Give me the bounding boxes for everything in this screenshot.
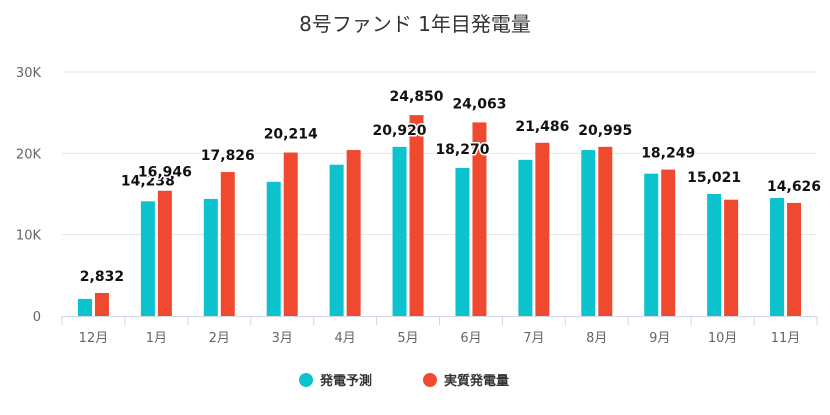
x-tick-label: 3月 [272,331,293,346]
y-tick-label: 10K [16,229,42,244]
y-axis-ticks: 0 10K 20K 30K [16,66,42,325]
bar-forecast[interactable] [329,164,344,316]
data-label: 17,826 [201,148,255,164]
data-label: 15,021 [687,170,741,186]
bar-actual[interactable] [724,199,739,316]
bar-forecast[interactable] [518,159,533,316]
x-tick-label: 9月 [649,331,670,346]
bar-actual[interactable] [409,115,424,317]
bar-forecast[interactable] [392,146,407,316]
legend-swatch [423,373,437,387]
bar-forecast[interactable] [644,173,659,316]
data-label: 20,214 [264,127,318,143]
data-label: 24,063 [452,96,506,112]
bar-forecast[interactable] [266,181,281,316]
legend-label: 実質発電量 [444,373,509,389]
x-tick-label: 6月 [460,331,481,346]
x-tick-label: 2月 [209,331,230,346]
y-tick-label: 0 [33,310,41,325]
data-label: 20,920 [373,123,427,139]
bar-forecast[interactable] [203,198,218,316]
bar-actual[interactable] [598,146,613,316]
bar-forecast[interactable] [770,198,785,316]
legend-item-actual[interactable]: 実質発電量 [423,373,509,389]
data-label: 18,270 [435,142,489,158]
chart-title: 8号ファンド 1年目発電量 [299,12,531,36]
x-tick-label: 10月 [708,331,738,346]
bar-actual[interactable] [220,172,235,316]
bar-actual[interactable] [94,292,109,316]
x-axis: 12月 1月 2月 3月 4月 5月 6月 7月 8月 9月 10月 11月 [61,316,818,346]
x-tick-label: 11月 [771,331,801,346]
data-label: 18,249 [641,146,695,162]
x-tick-label: 7月 [523,331,544,346]
legend-label: 発電予測 [319,373,372,389]
x-tick-label: 4月 [334,331,355,346]
y-tick-label: 30K [16,66,42,81]
data-label: 14,238 [121,173,175,189]
data-label: 16,946 [138,165,192,181]
bar-actual[interactable] [283,152,298,316]
x-tick-label: 1月 [146,331,167,346]
grid [62,71,817,236]
bar-actual[interactable] [787,202,802,316]
data-label: 14,626 [767,179,821,195]
legend-item-forecast[interactable]: 発電予測 [299,373,372,389]
legend[interactable]: 発電予測 実質発電量 [299,373,509,389]
x-tick-label: 8月 [586,331,607,346]
data-label: 20,995 [578,123,632,139]
bar-actual[interactable] [535,142,550,316]
x-tick-label: 5月 [397,331,418,346]
data-label: 2,832 [80,269,124,285]
bar-actual[interactable] [157,190,172,316]
data-label: 24,850 [390,89,444,105]
data-label: 21,486 [515,119,569,135]
bar-forecast[interactable] [707,194,722,316]
bar-forecast[interactable] [77,298,92,316]
bar-forecast[interactable] [581,150,596,316]
bar-actual[interactable] [472,122,487,316]
bars [77,115,802,317]
bar-actual[interactable] [661,169,676,316]
x-tick-label: 12月 [79,331,109,346]
bar-forecast[interactable] [140,201,155,316]
bar-forecast[interactable] [455,167,470,316]
y-tick-label: 20K [16,147,42,162]
legend-swatch [299,373,313,387]
bar-actual[interactable] [346,150,361,316]
